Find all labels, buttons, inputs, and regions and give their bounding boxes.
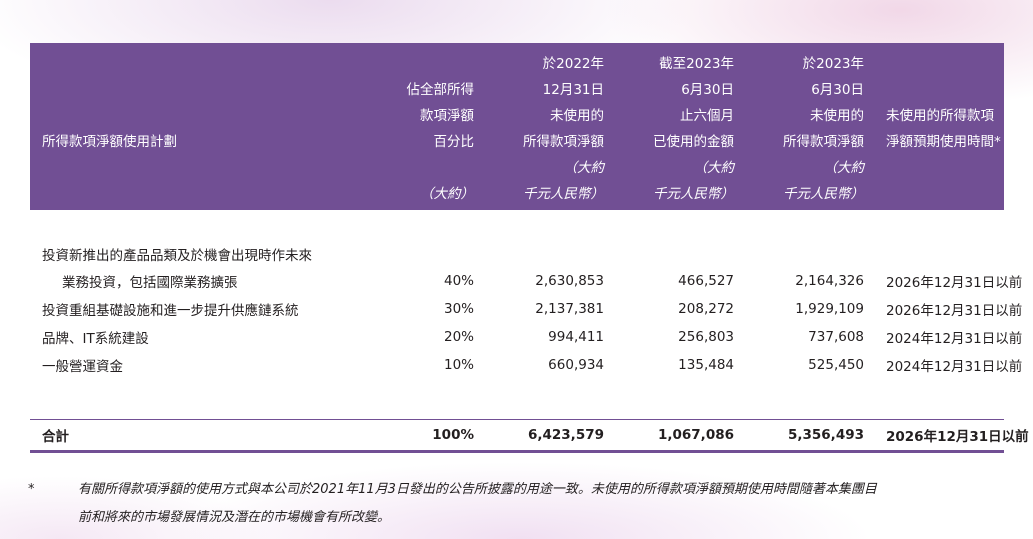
row-expected-time: 2024年12月31日以前 <box>886 331 1023 347</box>
row-unused-2023: 525,450 <box>808 357 864 373</box>
proceeds-usage-table: 所得款項淨額使用計劃 佔全部所得 款項淨額 百分比 （大約） <box>30 43 1029 453</box>
total-percentage: 100% <box>360 419 484 453</box>
header-line: 於2022年 <box>542 56 604 72</box>
row-percentage: 30% <box>443 301 474 317</box>
header-line: 未使用的 <box>810 108 864 124</box>
header-used-h1-2023: 截至2023年 6月30日 止六個月 已使用的金額 （大約 千元人民幣） <box>614 43 744 210</box>
spacer-row <box>30 379 1004 420</box>
row-percentage: 40% <box>443 273 474 289</box>
header-line: 未使用的所得款項 <box>886 108 994 124</box>
header-line: 百分比 <box>433 134 475 150</box>
header-line: 6月30日 <box>811 82 864 98</box>
row-description: 一般營運資金 <box>42 359 123 375</box>
header-expected-timeline: 未使用的所得款項 淨額預期使用時間* <box>874 43 1004 210</box>
header-line: 12月31日 <box>542 82 604 98</box>
header-line: 所得款項淨額 <box>523 134 604 150</box>
row-unused-2023: 737,608 <box>808 329 864 345</box>
header-line: 於2023年 <box>802 56 864 72</box>
header-line: 止六個月 <box>680 108 734 124</box>
header-line: 所得款項淨額 <box>783 134 864 150</box>
row-unused-2022: 994,411 <box>548 329 604 345</box>
header-line: 佔全部所得 <box>406 82 475 98</box>
header-line: 千元人民幣） <box>783 186 864 202</box>
header-line: 截至2023年 <box>659 56 734 72</box>
total-unused-2023: 5,356,493 <box>744 419 874 453</box>
header-line: （大約 <box>693 160 735 176</box>
header-line: 千元人民幣） <box>653 186 734 202</box>
header-plan-line: 所得款項淨額使用計劃 <box>42 134 177 150</box>
spacer-row <box>30 210 1004 240</box>
row-unused-2022: 2,137,381 <box>535 301 604 317</box>
row-description: 業務投資，包括國際業務擴張 <box>62 275 238 291</box>
table-row: 投資新推出的產品品類及於機會出現時作未來 <box>30 240 1004 267</box>
total-label: 合計 <box>30 419 360 453</box>
table-row: 投資重組基礎設施和進一步提升供應鏈系統 30% 2,137,381 208,27… <box>30 295 1023 323</box>
header-line: 千元人民幣） <box>523 186 604 202</box>
row-used-h1-2023: 135,484 <box>678 357 734 373</box>
row-unused-2023: 2,164,326 <box>795 273 864 289</box>
row-description: 品牌、IT系統建設 <box>42 331 149 347</box>
row-unused-2022: 2,630,853 <box>535 273 604 289</box>
header-unused-2022: 於2022年 12月31日 未使用的 所得款項淨額 （大約 千元人民幣） <box>484 43 614 210</box>
row-expected-time: 2026年12月31日以前 <box>886 275 1023 291</box>
header-unused-2023: 於2023年 6月30日 未使用的 所得款項淨額 （大約 千元人民幣） <box>744 43 874 210</box>
table-row: 一般營運資金 10% 660,934 135,484 525,450 2024年… <box>30 351 1023 379</box>
total-row: 合計 100% 6,423,579 1,067,086 5,356,493 20… <box>30 419 1029 453</box>
footnote: * 有關所得款項淨額的使用方式與本公司於2021年11月3日發出的公告所披露的用… <box>28 476 1008 532</box>
table-header-row: 所得款項淨額使用計劃 佔全部所得 款項淨額 百分比 （大約） <box>30 43 1004 210</box>
header-line: 已使用的金額 <box>653 134 734 150</box>
table-row: 品牌、IT系統建設 20% 994,411 256,803 737,608 20… <box>30 323 1023 351</box>
proceeds-table-container: 所得款項淨額使用計劃 佔全部所得 款項淨額 百分比 （大約） <box>30 43 1029 453</box>
row-description: 投資新推出的產品品類及於機會出現時作未來 <box>42 247 312 264</box>
row-expected-time: 2026年12月31日以前 <box>886 303 1023 319</box>
row-description: 投資重組基礎設施和進一步提升供應鏈系統 <box>42 303 299 319</box>
footnote-line: 有關所得款項淨額的使用方式與本公司於2021年11月3日發出的公告所披露的用途一… <box>78 482 877 497</box>
header-line: 未使用的 <box>550 108 604 124</box>
footnote-line: 前和將來的市場發展情況及潛在的市場機會有所改變。 <box>78 510 391 525</box>
header-line: （大約 <box>563 160 605 176</box>
total-unused-2022: 6,423,579 <box>484 419 614 453</box>
total-expected-time: 2026年12月31日以前 <box>874 419 1029 453</box>
total-used-h1-2023: 1,067,086 <box>614 419 744 453</box>
row-unused-2023: 1,929,109 <box>795 301 864 317</box>
footnote-marker: * <box>28 482 35 497</box>
row-expected-time: 2024年12月31日以前 <box>886 359 1023 375</box>
header-line: 6月30日 <box>681 82 734 98</box>
row-used-h1-2023: 256,803 <box>678 329 734 345</box>
header-line: 淨額預期使用時間* <box>886 134 1001 150</box>
header-line: （大約 <box>823 160 865 176</box>
table-row: 業務投資，包括國際業務擴張 40% 2,630,853 466,527 2,16… <box>30 267 1023 295</box>
header-line: （大約） <box>420 186 474 202</box>
row-unused-2022: 660,934 <box>548 357 604 373</box>
header-percentage: 佔全部所得 款項淨額 百分比 （大約） <box>360 43 484 210</box>
header-line: 款項淨額 <box>420 108 474 124</box>
row-used-h1-2023: 208,272 <box>678 301 734 317</box>
header-plan: 所得款項淨額使用計劃 <box>30 43 360 210</box>
row-percentage: 10% <box>443 357 474 373</box>
row-used-h1-2023: 466,527 <box>678 273 734 289</box>
row-percentage: 20% <box>443 329 474 345</box>
